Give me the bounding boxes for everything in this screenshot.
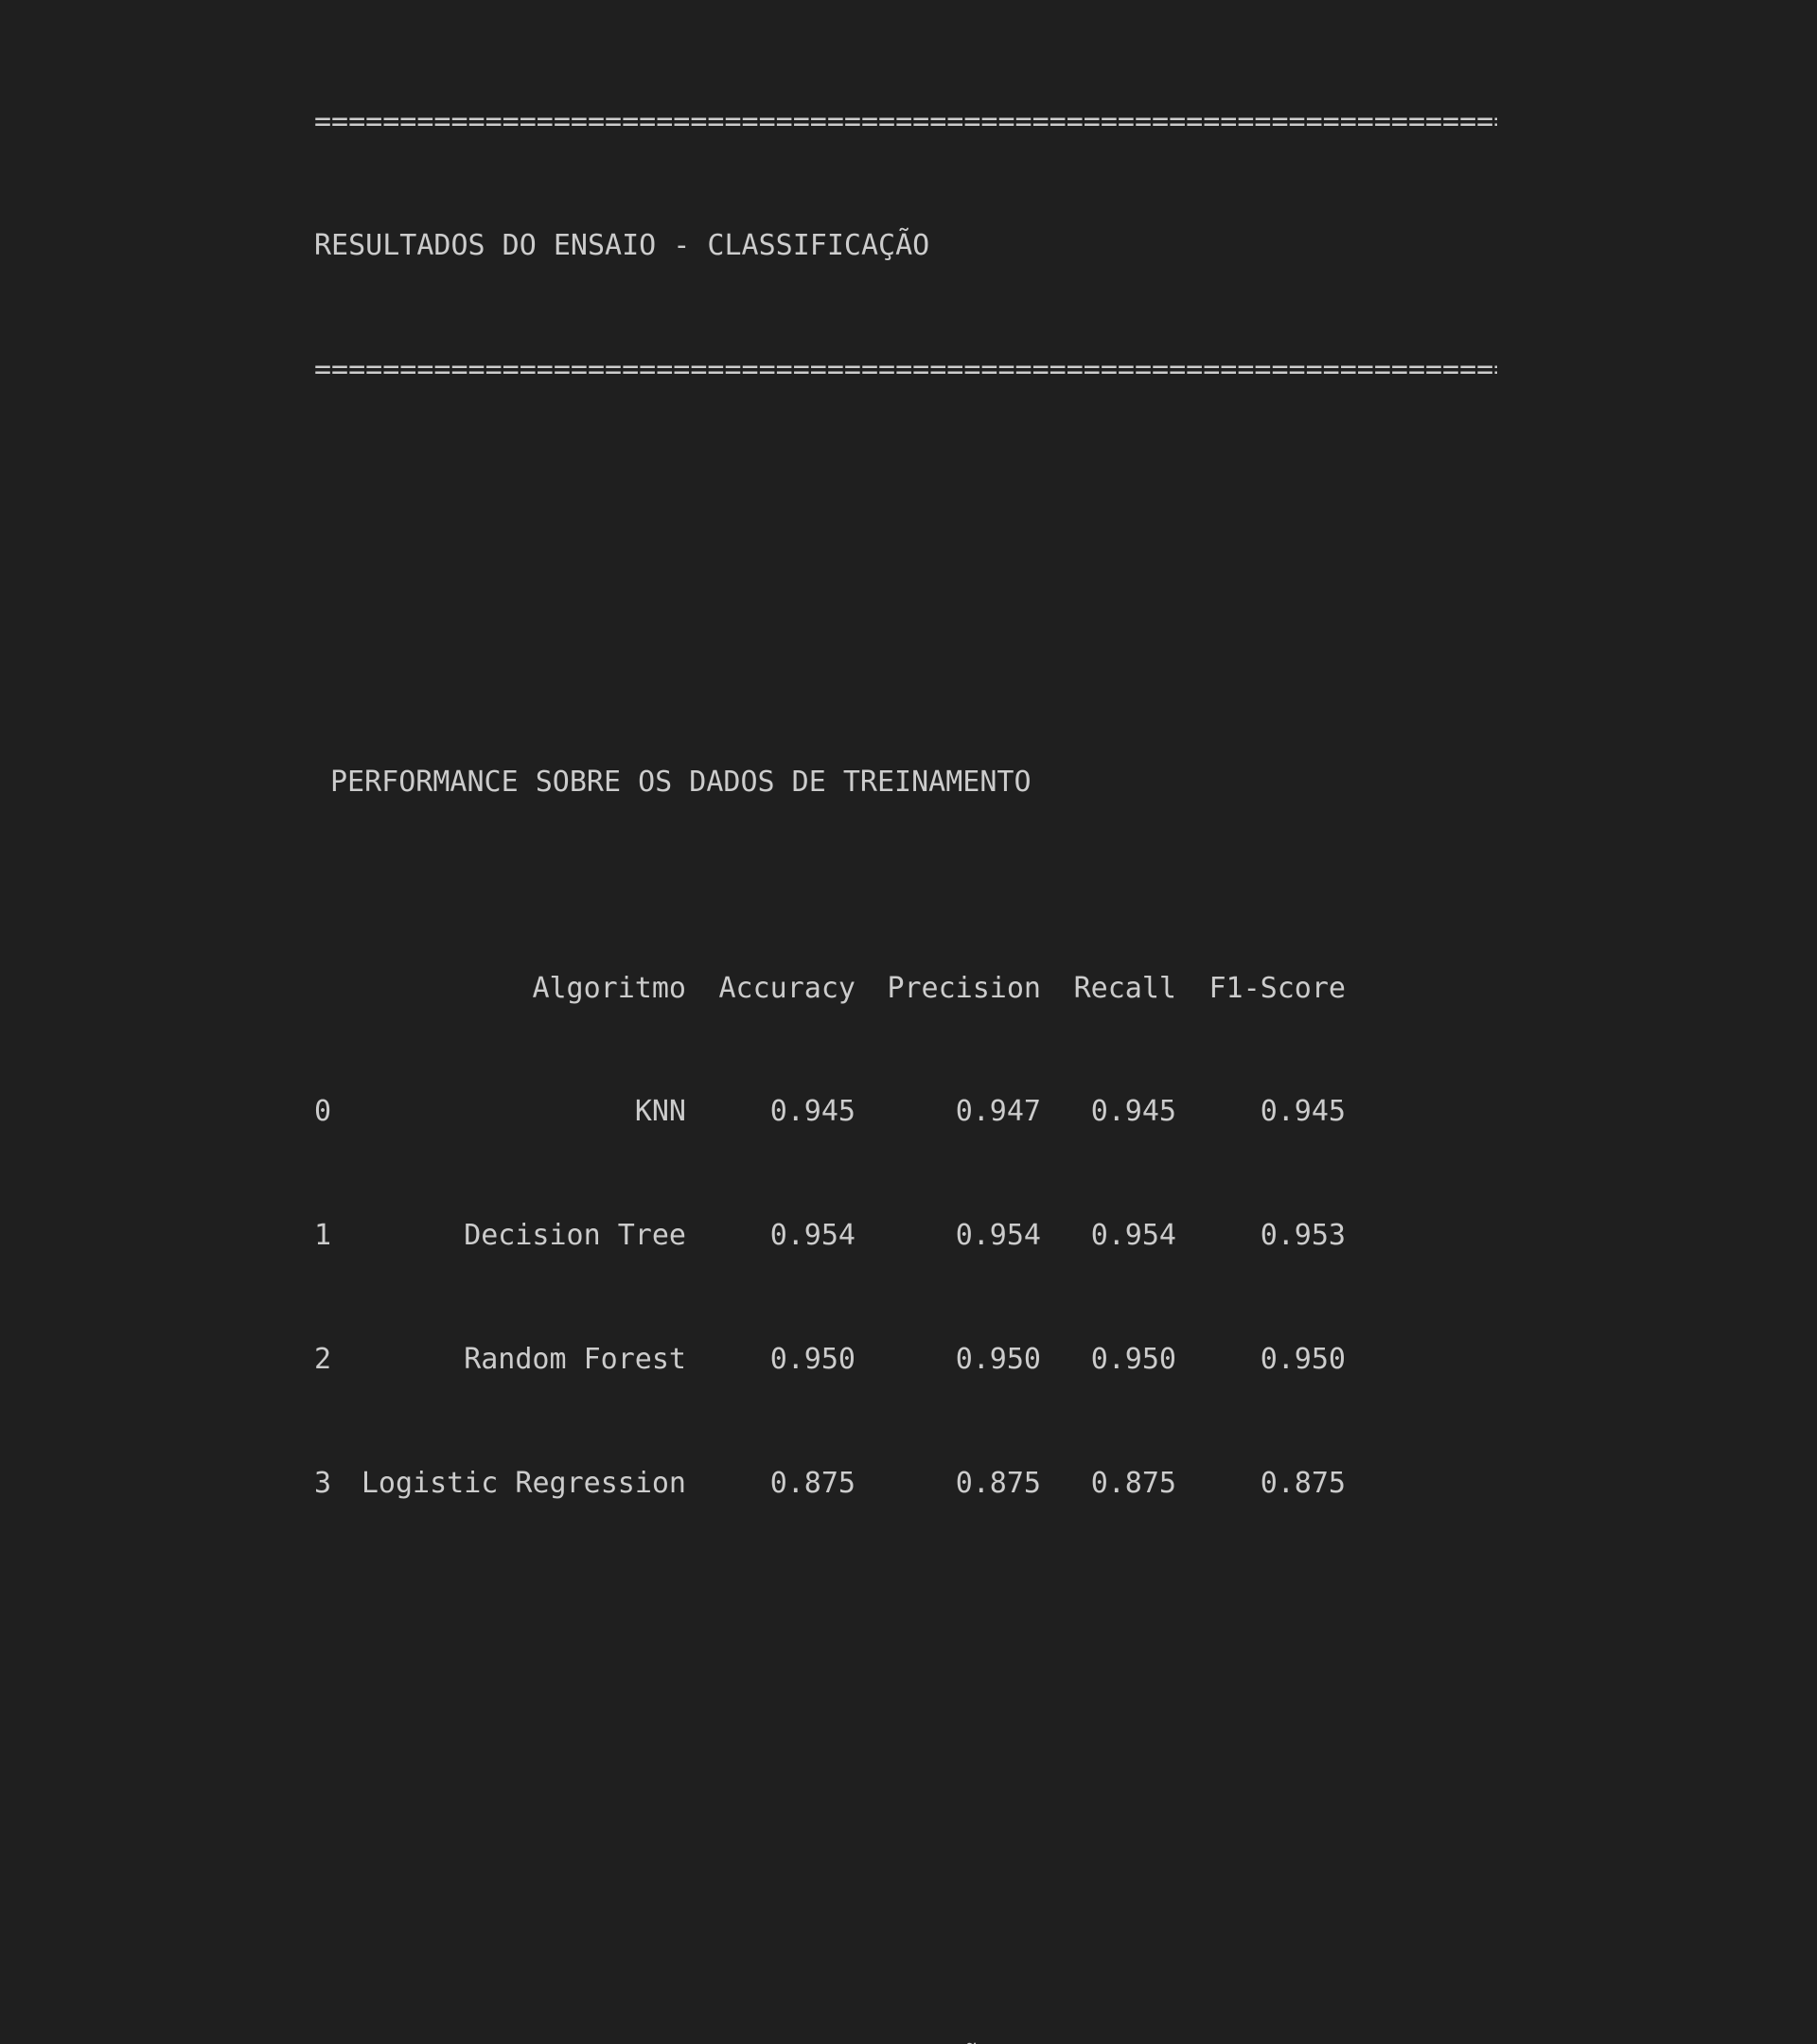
- report-title: RESULTADOS DO ENSAIO - CLASSIFICAÇÃO: [314, 228, 930, 262]
- table-row: 1 Decision Tree 0.954 0.954 0.954 0.953: [314, 1215, 1497, 1257]
- precision-value: 0.947: [955, 1095, 1041, 1129]
- terminal-output-panel: ========================================…: [314, 105, 1497, 1500]
- row-index: 2: [314, 1343, 332, 1376]
- recall-value: 0.945: [1090, 1095, 1176, 1129]
- f1-score-value: 0.950: [1260, 1343, 1346, 1376]
- blank-line: [314, 473, 1497, 515]
- column-header-recall: Recall: [1073, 971, 1176, 1005]
- algorithm-name: KNN: [634, 1095, 686, 1129]
- separator-line-bottom: ========================================…: [314, 352, 1497, 386]
- accuracy-value: 0.954: [769, 1219, 856, 1253]
- algorithm-name: Decision Tree: [464, 1219, 686, 1253]
- algorithm-name: Logistic Regression: [361, 1466, 686, 1500]
- row-index: 3: [314, 1466, 332, 1500]
- table-header-row: Algoritmo Accuracy Precision Recall F1-S…: [314, 968, 1497, 1010]
- column-header-accuracy: Accuracy: [718, 971, 856, 1005]
- column-header-algoritmo: Algoritmo: [532, 971, 686, 1005]
- section-title-treinamento: PERFORMANCE SOBRE OS DADOS DE TREINAMENT…: [330, 765, 1032, 799]
- accuracy-value: 0.950: [769, 1343, 856, 1376]
- accuracy-value: 0.945: [769, 1095, 856, 1129]
- recall-value: 0.954: [1090, 1219, 1176, 1253]
- row-index: 0: [314, 1095, 332, 1129]
- table-row: 2 Random Forest 0.950 0.950 0.950 0.950: [314, 1339, 1497, 1381]
- precision-value: 0.875: [955, 1466, 1041, 1500]
- f1-score-value: 0.875: [1260, 1466, 1346, 1500]
- table-row: 3 Logistic Regression 0.875 0.875 0.875 …: [314, 1463, 1497, 1505]
- precision-value: 0.950: [955, 1343, 1041, 1376]
- separator-line-top: ========================================…: [314, 105, 1497, 139]
- table-row: 0 KNN 0.945 0.947 0.945 0.945: [314, 1091, 1497, 1133]
- precision-value: 0.954: [955, 1219, 1041, 1253]
- f1-score-value: 0.945: [1260, 1095, 1346, 1129]
- recall-value: 0.875: [1090, 1466, 1176, 1500]
- results-table-treinamento: Algoritmo Accuracy Precision Recall F1-S…: [314, 885, 1497, 1586]
- section-title-validacao: PERFORMANCE SOBRE OS DADOS DE VALIDAÇÃO: [314, 2040, 1497, 2044]
- algorithm-name: Random Forest: [464, 1343, 686, 1376]
- column-header-f1-score: F1-Score: [1208, 971, 1347, 1005]
- blank-line: [314, 1752, 1497, 1793]
- recall-value: 0.950: [1090, 1343, 1176, 1376]
- row-index: 1: [314, 1219, 332, 1253]
- f1-score-value: 0.953: [1260, 1219, 1346, 1253]
- results-section-validacao: PERFORMANCE SOBRE OS DADOS DE VALIDAÇÃO …: [314, 1958, 1497, 2044]
- column-header-precision: Precision: [887, 971, 1041, 1005]
- results-section-treinamento: PERFORMANCE SOBRE OS DADOS DE TREINAMENT…: [314, 679, 1497, 1669]
- console-output: ========================================…: [314, 19, 1497, 2044]
- accuracy-value: 0.875: [769, 1466, 856, 1500]
